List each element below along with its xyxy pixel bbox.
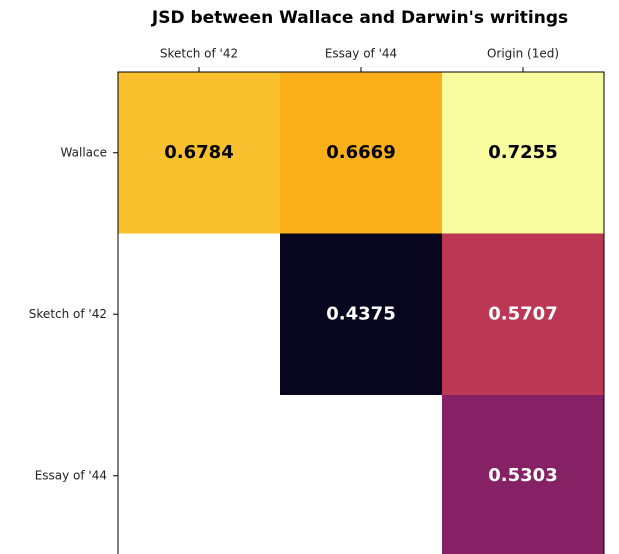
plot-frame — [117, 71, 605, 554]
chart-title: JSD between Wallace and Darwin's writing… — [151, 8, 568, 28]
cell-label: 0.6784 — [164, 142, 233, 163]
cell-label: 0.5707 — [488, 303, 557, 324]
heatmap-cell — [280, 72, 442, 234]
x-tick-label: Sketch of '42 — [160, 47, 238, 61]
heatmap-cell — [118, 72, 280, 234]
y-tick-label: Wallace — [61, 145, 107, 159]
cell-label: 0.7255 — [488, 142, 557, 163]
heatmap-cell — [442, 233, 604, 395]
y-tick-label: Sketch of '42 — [29, 307, 107, 321]
y-tick-label: Essay of '44 — [35, 468, 107, 482]
cell-label: 0.6669 — [326, 142, 395, 163]
x-tick-label: Essay of '44 — [325, 47, 397, 61]
heatmap-cell — [280, 233, 442, 395]
cell-label: 0.5303 — [488, 465, 557, 486]
x-tick-label: Origin (1ed) — [487, 47, 559, 61]
cell-label: 0.4375 — [326, 303, 395, 324]
heatmap-cell — [442, 72, 604, 234]
heatmap-cell — [442, 395, 604, 554]
